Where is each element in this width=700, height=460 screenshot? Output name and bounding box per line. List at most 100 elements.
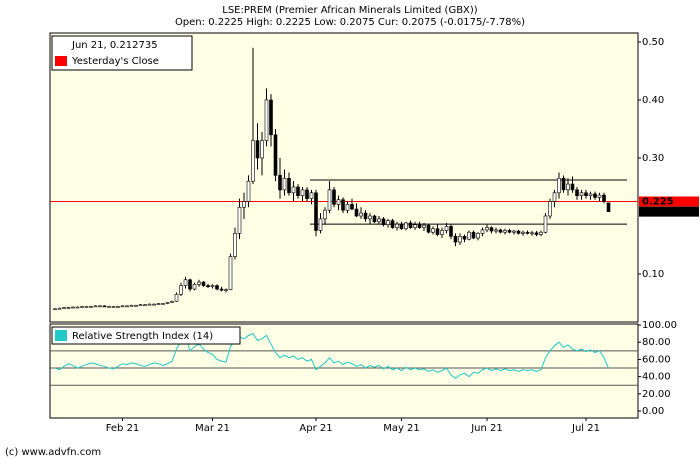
legend-label: Relative Strength Index (14) <box>72 331 213 342</box>
candle-body <box>350 204 354 210</box>
candle-body <box>557 177 561 194</box>
candle-body <box>57 307 62 310</box>
legend-swatch <box>55 330 67 341</box>
candle-body <box>359 212 363 217</box>
candle-body <box>179 285 183 295</box>
candle-body <box>296 186 300 196</box>
y-tick-label: 0.40 <box>642 95 664 106</box>
candle-body <box>417 224 422 228</box>
candle-body <box>449 226 453 237</box>
candle-body <box>156 303 161 305</box>
x-tick-label: Feb 21 <box>106 423 140 434</box>
candle-body <box>539 231 543 235</box>
candle-body <box>345 204 350 211</box>
candle-body <box>323 209 327 220</box>
candle-body <box>197 281 201 285</box>
candle-body <box>579 192 584 196</box>
candle-body <box>390 220 395 228</box>
candle-body <box>219 288 224 291</box>
candle-body <box>183 279 188 286</box>
candle-body <box>134 304 138 307</box>
candle-body <box>305 189 309 199</box>
candle-body <box>377 218 381 223</box>
candle-body <box>66 307 71 309</box>
y-tick-label: 20.00 <box>642 389 671 400</box>
candle-body <box>422 224 426 228</box>
candle-body <box>453 235 458 243</box>
candle-body <box>246 180 251 202</box>
candle-body <box>188 279 192 290</box>
rsi-line <box>54 333 609 379</box>
candle-body <box>575 189 579 196</box>
candle-body <box>93 305 98 308</box>
candle-body <box>498 229 503 233</box>
candle-body <box>570 183 575 191</box>
candle-body <box>147 303 152 306</box>
candle-body <box>462 235 467 240</box>
candle-body <box>341 199 345 211</box>
y-tick-label: 80.00 <box>642 337 671 348</box>
legend-swatch <box>55 56 67 66</box>
candle-body <box>300 189 305 196</box>
candle-body <box>228 256 233 290</box>
candle-body <box>215 285 219 290</box>
candle-body <box>521 231 525 234</box>
candle-body <box>224 289 228 291</box>
candle-body <box>84 306 89 308</box>
y-tick-label: 0.30 <box>642 153 664 164</box>
candle-body <box>363 212 368 220</box>
candle-body <box>107 306 111 308</box>
candle-body <box>125 305 129 308</box>
candle-body <box>255 140 260 159</box>
candle-body <box>309 192 314 199</box>
candle-body <box>237 206 242 234</box>
x-tick-label: May 21 <box>383 423 420 434</box>
y-tick-label: 0.10 <box>642 269 664 280</box>
candle-body <box>210 285 215 288</box>
candle-body <box>62 307 66 309</box>
candle-body <box>372 215 377 223</box>
x-tick-label: Mar 21 <box>195 423 230 434</box>
y-tick-label: 40.00 <box>642 372 671 383</box>
footer: (c) www.advfn.com <box>5 447 101 458</box>
candle-body <box>260 140 264 159</box>
candle-body <box>552 192 557 202</box>
price-badge <box>639 206 699 217</box>
candle-body <box>354 208 359 217</box>
candle-body <box>89 306 93 308</box>
candle-body <box>386 220 390 225</box>
candle-body <box>494 229 498 232</box>
candle-body <box>467 231 471 240</box>
candle-body <box>251 140 255 182</box>
candle-body <box>503 230 507 233</box>
candle-body <box>435 228 440 235</box>
candle-body <box>395 223 399 228</box>
candle-body <box>543 215 548 233</box>
candle-body <box>485 227 489 231</box>
candle-body <box>318 218 323 231</box>
x-tick-label: Jun 21 <box>470 423 503 434</box>
candle-body <box>278 175 282 191</box>
candle-body <box>273 134 278 176</box>
candle-body <box>80 306 84 308</box>
candle-body <box>165 302 170 304</box>
candle-body <box>458 235 462 243</box>
candle-body <box>264 99 269 141</box>
candle-body <box>336 199 341 205</box>
candle-body <box>602 194 606 202</box>
candle-body <box>269 99 273 136</box>
price-panel <box>49 32 639 323</box>
candle-body <box>480 229 485 234</box>
x-tick-label: Jul 21 <box>571 423 600 434</box>
legend-label: Yesterday's Close <box>71 56 159 67</box>
legend <box>51 35 193 71</box>
candle-body <box>507 230 512 233</box>
y-tick-label: 100.00 <box>642 320 677 331</box>
candle-body <box>534 232 539 235</box>
candle-body <box>291 186 296 194</box>
y-tick-label: 60.00 <box>642 354 671 365</box>
legend-label: Jun 21, 0.212735 <box>71 40 158 51</box>
candle-body <box>327 189 332 211</box>
price-badge-label: 0.225 <box>642 196 674 207</box>
candle-body <box>161 303 165 305</box>
